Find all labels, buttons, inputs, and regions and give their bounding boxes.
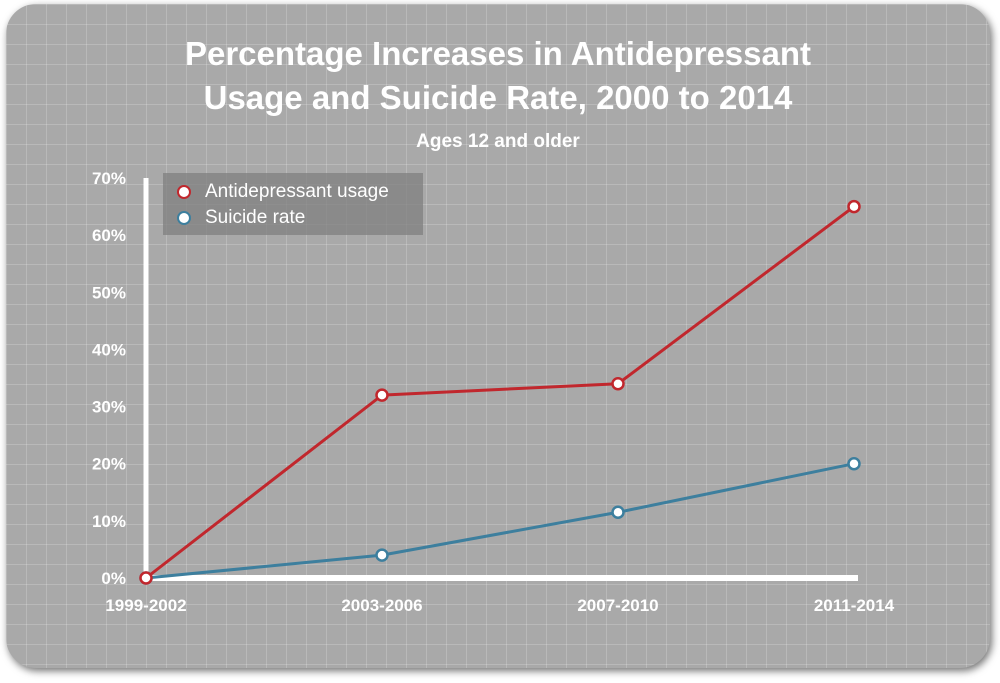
legend-marker-suicide <box>177 211 191 225</box>
y-tick-label: 20% <box>92 455 126 474</box>
series-line-1 <box>145 462 855 580</box>
series-1-point <box>847 456 861 471</box>
series-0-point <box>139 571 153 585</box>
legend-label-suicide: Suicide rate <box>205 207 306 228</box>
series-0-point <box>375 388 389 402</box>
legend-item-antidepressant: Antidepressant usage <box>177 180 389 204</box>
x-tick-label: 2003-2006 <box>341 596 422 615</box>
y-tick-label: 30% <box>92 398 126 417</box>
chart-legend: Antidepressant usage Suicide rate <box>163 173 423 235</box>
series-1-point <box>375 548 389 562</box>
series-line-0 <box>145 205 855 580</box>
x-axis-ticks: 1999-2002 2003-2006 2007-2010 2011-2014 <box>105 596 894 615</box>
chart-title: Percentage Increases in Antidepressant U… <box>6 32 990 120</box>
y-tick-label: 40% <box>92 340 126 359</box>
x-tick-label: 2011-2014 <box>814 596 895 615</box>
legend-label-antidepressant: Antidepressant usage <box>205 181 389 202</box>
chart-card: Percentage Increases in Antidepressant U… <box>6 4 990 668</box>
legend-marker-antidepressant <box>177 185 191 199</box>
series-0-point <box>847 199 861 214</box>
y-tick-label: 70% <box>92 169 126 188</box>
legend-item-suicide: Suicide rate <box>177 206 305 230</box>
y-axis-ticks: 0% 10% 20% 30% 40% 50% 60% 70% <box>92 169 126 588</box>
x-tick-label: 2007-2010 <box>577 596 658 615</box>
series-0-point <box>611 376 625 391</box>
y-tick-label: 0% <box>101 569 126 588</box>
y-tick-label: 10% <box>92 512 126 531</box>
line-chart: 0% 10% 20% 30% 40% 50% 60% 70% 1999-2002 2003-20… <box>92 169 895 615</box>
series-layer <box>139 199 861 585</box>
chart-title-line-1: Percentage Increases in Antidepressant <box>184 35 812 72</box>
series-1-point <box>611 505 625 520</box>
y-tick-label: 50% <box>92 283 126 302</box>
y-tick-label: 60% <box>92 226 126 245</box>
chart-title-line-2: Usage and Suicide Rate, 2000 to 2014 <box>203 79 793 116</box>
chart-subtitle: Ages 12 and older <box>416 131 580 152</box>
x-tick-label: 1999-2002 <box>105 596 186 615</box>
